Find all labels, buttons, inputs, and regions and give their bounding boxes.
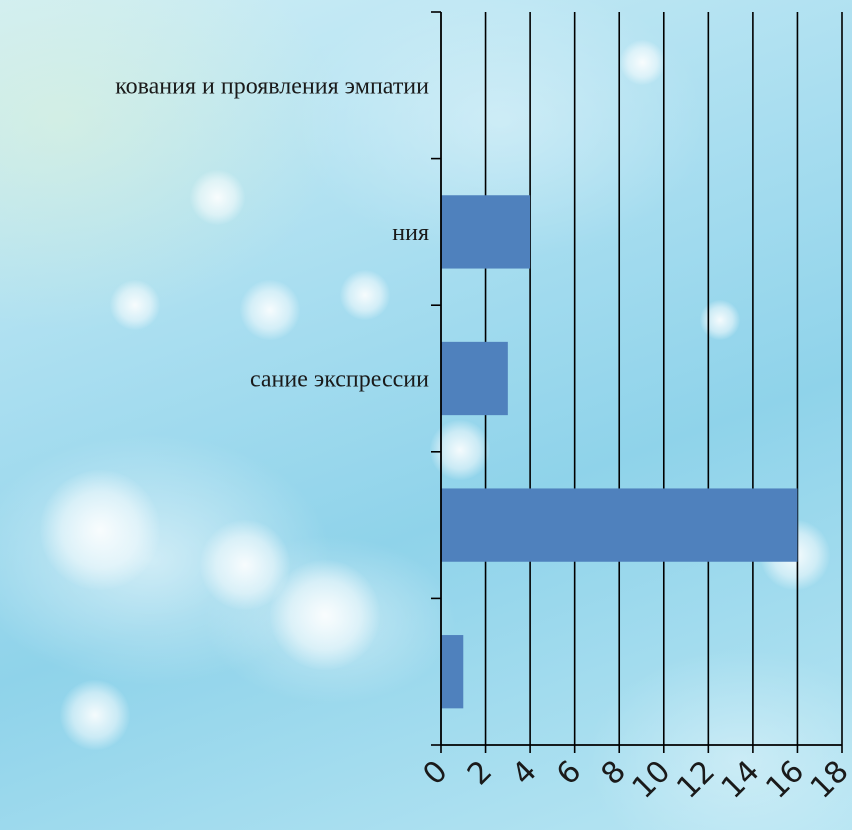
x-tick-label-4: 4 (506, 754, 544, 792)
bars (441, 195, 798, 709)
axes (431, 11, 843, 753)
bar-1 (441, 195, 531, 269)
category-labels: кования и проявления эмпатии ния сание экс… (115, 73, 429, 392)
x-tick-label-2: 2 (461, 754, 499, 792)
grid-lines (484, 12, 843, 745)
category-label-1: ния (392, 220, 429, 246)
category-label-0: кования и проявления эмпатии (115, 73, 429, 99)
bar-4 (441, 635, 464, 709)
x-tick-label-12: 12 (670, 754, 722, 806)
bar-3 (441, 488, 798, 562)
category-label-2: сание экспрессии (250, 367, 429, 393)
x-tick-label-6: 6 (550, 754, 588, 792)
x-tick-label-16: 16 (759, 754, 811, 806)
x-tick-label-10: 10 (626, 754, 678, 806)
x-tick-label-14: 14 (715, 754, 767, 806)
x-tick-label-18: 18 (804, 754, 852, 806)
x-tick-label-0: 0 (416, 754, 454, 792)
x-tick-label-8: 8 (595, 754, 633, 792)
bar-2 (441, 341, 508, 416)
